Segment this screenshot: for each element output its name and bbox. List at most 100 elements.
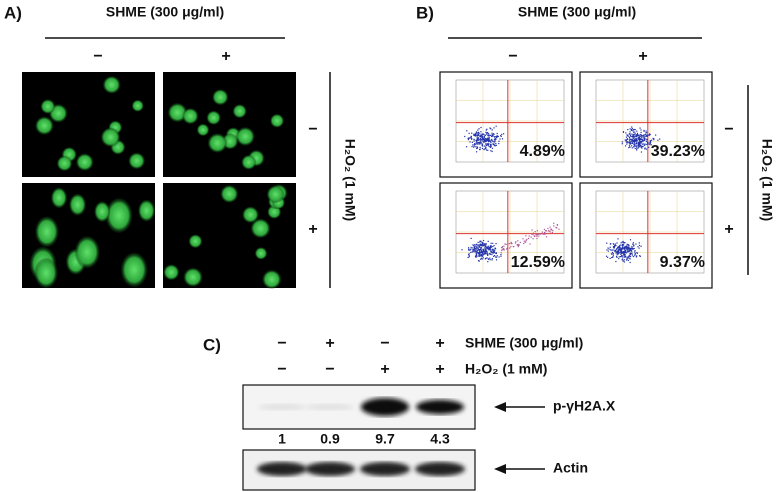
dot (470, 137, 472, 139)
dot (626, 258, 628, 260)
dot (616, 256, 618, 258)
dot (616, 252, 619, 254)
dot (623, 261, 626, 263)
dot (629, 261, 631, 264)
dot (490, 245, 492, 247)
dot (636, 148, 638, 150)
dot (621, 252, 623, 255)
row-sign: + (308, 221, 317, 238)
dot (621, 259, 623, 261)
dot (636, 132, 639, 134)
dot (483, 253, 485, 255)
dot (621, 141, 623, 143)
dot (479, 243, 481, 246)
dot (473, 144, 475, 146)
dot (536, 230, 538, 232)
cell (232, 104, 247, 119)
dot (472, 250, 474, 252)
dot (485, 143, 487, 145)
dot (494, 140, 496, 142)
dot (615, 251, 618, 253)
dot (629, 143, 632, 145)
lane-sign: − (325, 361, 334, 378)
dot (644, 143, 646, 145)
dot (487, 134, 489, 137)
dot (614, 243, 617, 245)
dot (488, 143, 490, 145)
dot (641, 145, 643, 148)
dot (538, 233, 540, 235)
dot (645, 148, 647, 150)
dot (627, 248, 629, 250)
dot (496, 136, 499, 138)
dot (476, 138, 478, 140)
dot (501, 248, 503, 250)
dot (646, 132, 648, 134)
dot (634, 139, 636, 141)
dot (495, 259, 498, 261)
dot (484, 245, 486, 247)
dot (500, 255, 502, 257)
dot (476, 251, 478, 253)
dot (487, 149, 489, 151)
dot (629, 258, 631, 260)
dot (480, 258, 482, 260)
dot (646, 138, 648, 140)
dot (640, 142, 643, 144)
dot (485, 140, 487, 142)
band (306, 404, 354, 410)
dot (629, 250, 631, 252)
dot (636, 139, 638, 142)
dot (629, 247, 631, 249)
dot (476, 146, 479, 148)
dot (631, 126, 633, 128)
cell (163, 264, 180, 281)
dot (480, 131, 482, 133)
dot (625, 248, 627, 250)
dot (619, 249, 621, 251)
dot (633, 139, 636, 141)
cell (76, 153, 94, 171)
dot (475, 254, 478, 256)
dot (479, 136, 481, 138)
dot (475, 248, 477, 250)
dot (637, 246, 639, 248)
dot (635, 134, 638, 136)
dot (496, 136, 498, 139)
dot (495, 138, 497, 140)
dot (621, 251, 624, 253)
dot (475, 151, 478, 153)
cell (56, 155, 73, 172)
dot (496, 256, 498, 258)
dot (628, 146, 630, 149)
dot (481, 136, 483, 138)
dot (620, 255, 622, 258)
cell (270, 113, 284, 128)
dot (648, 134, 651, 136)
dot (505, 243, 507, 246)
dot (492, 143, 494, 145)
dot (485, 250, 488, 252)
dot (489, 246, 492, 248)
dot (534, 235, 536, 237)
row-sign: − (308, 121, 317, 138)
dot (626, 143, 628, 145)
dot (480, 246, 482, 248)
dot (642, 140, 644, 143)
column-sign: + (221, 48, 230, 65)
dot (638, 244, 641, 247)
dot (486, 246, 488, 249)
dot (607, 247, 609, 249)
dot (479, 241, 481, 243)
dot (486, 132, 488, 134)
dot (474, 133, 477, 135)
dot (544, 233, 546, 235)
cell (250, 218, 271, 239)
dot (487, 131, 489, 134)
dot (558, 228, 560, 230)
dot (532, 238, 534, 240)
band (415, 462, 465, 476)
dot (493, 254, 496, 257)
dot (638, 137, 641, 139)
cell (102, 75, 121, 94)
